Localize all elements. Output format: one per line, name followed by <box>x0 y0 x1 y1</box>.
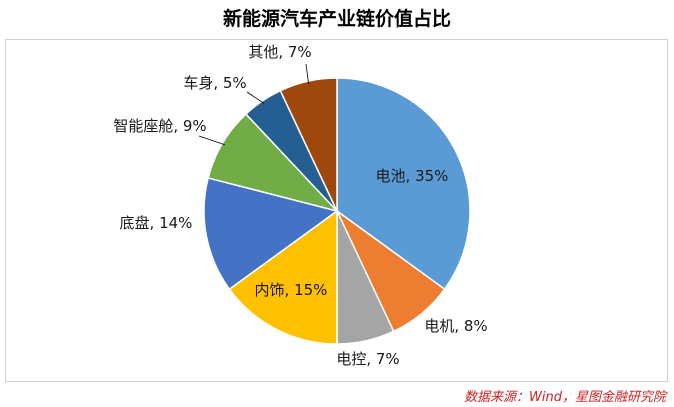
pie-slice-5 <box>203 177 339 291</box>
slice-label-2: 电机, 8% <box>424 317 487 335</box>
slice-label-7: 车身, 5% <box>183 74 246 92</box>
pie-slice-1 <box>336 77 471 291</box>
slice-label-1: 电池, 35% <box>376 167 449 185</box>
chart-title: 新能源汽车产业链价值占比 <box>222 8 451 30</box>
slice-label-4: 内饰, 15% <box>255 281 328 299</box>
pie-slices <box>203 77 471 345</box>
pie-slice-4 <box>228 209 338 345</box>
slice-label-6: 智能座舱, 9% <box>113 117 206 135</box>
slice-label-3: 电控, 7% <box>336 350 399 368</box>
slice-label-5: 底盘, 14% <box>120 214 193 232</box>
slice-labels: 电池, 35% 电机, 8% 电控, 7% 内饰, 15% 底盘, 14% 智能座舱, 9… <box>113 43 487 368</box>
source-note: 数据来源：Wind，星图金融研究院 <box>464 390 666 405</box>
leader-line-8 <box>305 63 309 84</box>
leader-lines <box>198 63 309 146</box>
chart-frame <box>5 39 668 382</box>
slice-label-8: 其他, 7% <box>248 43 311 61</box>
leader-line-7 <box>246 91 264 104</box>
leader-line-6 <box>198 135 225 146</box>
